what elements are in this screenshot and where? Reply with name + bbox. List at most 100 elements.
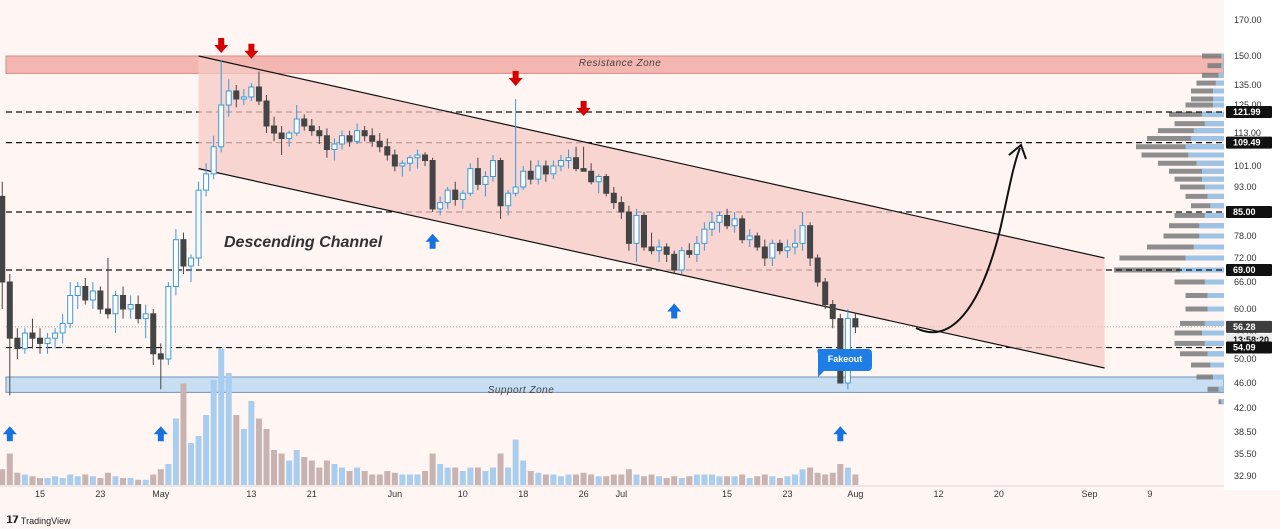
volume-bar <box>286 460 293 485</box>
candle-body <box>218 104 225 148</box>
price-axis[interactable]: 170.00 150.00 135.00 125.00 113.00 101.00 93.0… <box>1224 0 1280 490</box>
candle-body <box>286 132 293 139</box>
candle-body <box>278 132 285 139</box>
time-tick-label: Sep <box>1081 489 1097 499</box>
volume-profile-bar <box>1207 386 1224 392</box>
blue-up-arrow-icon <box>153 426 168 442</box>
volume-profile-bar <box>1180 184 1224 190</box>
volume-bar <box>255 418 262 485</box>
volume-bar <box>29 476 36 485</box>
red-down-arrow-icon <box>214 38 229 53</box>
candle-body <box>708 221 715 230</box>
time-tick-label: 12 <box>933 489 943 499</box>
volume-bar <box>248 401 255 485</box>
price-tick-label: 46.00 <box>1234 378 1257 388</box>
volume-profile-bar <box>1185 306 1224 312</box>
time-tick-label: 9 <box>1147 489 1152 499</box>
volume-profile-bar <box>1202 53 1224 59</box>
volume-bar <box>301 457 308 485</box>
candle-body <box>89 290 96 301</box>
volume-bar <box>535 472 542 485</box>
volume-bar <box>739 474 746 485</box>
volume-bar <box>112 476 119 485</box>
volume-profile-bar-up <box>1218 72 1224 78</box>
price-tick-label: 32.90 <box>1234 471 1257 481</box>
price-tick-label: 72.00 <box>1234 253 1257 263</box>
candles-layer <box>0 59 859 396</box>
volume-bar <box>542 474 549 485</box>
volume-bar <box>263 429 270 485</box>
volume-bar <box>784 476 791 485</box>
volume-bar <box>663 478 670 485</box>
volume-profile-bar-up <box>1199 223 1224 229</box>
candle-body <box>210 146 217 175</box>
time-tick-label: 26 <box>579 489 589 499</box>
volume-profile-bar <box>1119 255 1224 261</box>
volume-profile-bar-up <box>1221 63 1224 69</box>
price-tick-label: 101.00 <box>1234 161 1262 171</box>
volume-bar <box>37 478 43 485</box>
volume-bar <box>678 478 685 485</box>
volume-bar <box>769 476 776 485</box>
candle-body <box>580 168 587 172</box>
volume-bar <box>346 471 353 485</box>
volume-bar <box>391 472 398 485</box>
volume-bar <box>610 474 617 485</box>
volume-profile-bar <box>1202 72 1224 78</box>
candle-body <box>482 176 489 185</box>
resistance-zone-label: Resistance Zone <box>579 58 662 69</box>
fakeout-label: Fakeout <box>828 354 863 364</box>
volume-profile-bar <box>1163 233 1224 239</box>
candle-body <box>59 322 66 334</box>
candle-body <box>14 337 21 350</box>
volume-bar <box>482 471 489 485</box>
volume-bar <box>595 476 602 485</box>
candle-body <box>807 225 814 259</box>
volume-bar <box>746 478 753 485</box>
volume-profile-bar <box>1185 102 1224 108</box>
volume-bar <box>701 474 708 485</box>
volume-bar <box>520 460 527 485</box>
volume-profile-bar <box>1158 160 1224 166</box>
candle-body <box>535 165 542 180</box>
candle-body <box>724 214 731 227</box>
volume-bar <box>724 476 731 485</box>
volume-bar <box>671 476 678 485</box>
time-tick-label: Aug <box>847 489 863 499</box>
candle-body <box>384 146 391 156</box>
price-tick-label: 60.00 <box>1234 304 1257 314</box>
candle-body <box>746 235 753 241</box>
volume-bar <box>233 415 240 485</box>
candle-body <box>429 160 436 210</box>
volume-bar <box>414 474 421 485</box>
candle-body <box>633 214 640 244</box>
volume-bar <box>384 471 391 485</box>
candle-body <box>444 189 451 204</box>
volume-bar <box>165 464 172 485</box>
time-axis[interactable]: 15 23 May 13 21 Jun 10 18 26 Jul 15 23 Aug 12 20 Sep 9 <box>0 485 1224 499</box>
volume-bar <box>104 472 111 485</box>
volume-bar <box>792 474 798 485</box>
candle-body <box>754 235 761 248</box>
volume-profile-bar-up <box>1210 362 1224 368</box>
candle-body <box>127 304 134 310</box>
volume-bar <box>822 474 829 485</box>
price-tag-label: 69.00 <box>1233 265 1256 275</box>
volume-bar <box>225 373 232 485</box>
candle-body <box>437 202 444 210</box>
channel-lower-line <box>198 168 1105 369</box>
volume-profile-bar-up <box>1215 80 1224 86</box>
price-tick-label: 93.00 <box>1234 182 1257 192</box>
volume-bar <box>369 474 376 485</box>
volume-bar <box>240 429 247 485</box>
candle-body <box>271 125 278 134</box>
candle-body <box>369 135 376 142</box>
volume-bar <box>754 476 761 485</box>
volume-profile-bar <box>1147 244 1224 250</box>
volume-bar <box>339 467 345 485</box>
volume-profile-bar <box>1136 144 1224 150</box>
volume-bar <box>474 467 481 485</box>
candle-body <box>97 290 104 310</box>
volume-profile-bar-up <box>1213 374 1224 380</box>
